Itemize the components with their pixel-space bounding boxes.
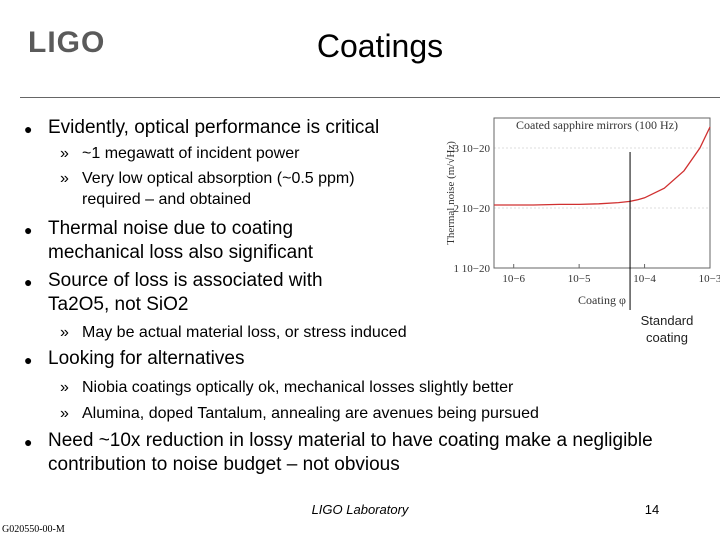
subbullet-text: Niobia coatings optically ok, mechanical… (82, 379, 514, 396)
subbullet-text: Alumina, doped Tantalum, annealing are a… (82, 405, 539, 422)
subbullet-alumina: » Alumina, doped Tantalum, annealing are… (60, 403, 539, 424)
bullet-text: Source of loss is associated with (48, 270, 323, 291)
subbullet-arrow-icon: » (60, 324, 69, 341)
chart-grid (494, 147, 710, 269)
chart-y-ticks: 1 10−20 2 10−20 3 10−20 (454, 143, 491, 275)
chart-y-axis-label: Thermal noise (m/√Hz) (445, 141, 457, 245)
subbullet-stress: » May be actual material loss, or stress… (60, 322, 407, 343)
bullet-dot-icon: ● (24, 352, 33, 368)
bullet-text: Evidently, optical performance is critic… (48, 117, 380, 138)
chart-x-ticks: 10−6 10−5 10−4 10−3 (502, 264, 720, 285)
subbullet-absorption: » Very low optical absorption (~0.5 ppm)… (60, 168, 355, 210)
footer-lab: LIGO Laboratory (311, 502, 409, 517)
bullet-alternatives: ● Looking for alternatives (24, 347, 245, 371)
bullet-loss-source: ● Source of loss is associated with Ta2O… (24, 269, 323, 317)
chart-x-axis-label: Coating φ (578, 293, 626, 307)
subbullet-arrow-icon: » (60, 170, 69, 187)
bullet-text: Need ~10x reduction in lossy material to… (48, 430, 653, 451)
bullet-text-continued: mechanical loss also significant (48, 242, 314, 263)
chart-svg: Coated sapphire mirrors (100 Hz) Thermal… (445, 117, 720, 310)
subbullet-arrow-icon: » (60, 379, 69, 396)
bullet-optical: ● Evidently, optical performance is crit… (24, 116, 380, 140)
bullet-text: Looking for alternatives (48, 348, 245, 369)
chart-frame (493, 117, 711, 269)
subbullet-megawatt: » ~1 megawatt of incident power (60, 143, 300, 164)
subbullet-arrow-icon: » (60, 405, 69, 422)
x-tick-label: 10−4 (633, 273, 656, 285)
chart-series-line (494, 126, 711, 206)
bullet-text-continued: Ta2O5, not SiO2 (48, 294, 189, 315)
subbullet-niobia: » Niobia coatings optically ok, mechanic… (60, 377, 514, 398)
document-id: G020550-00-M (2, 524, 65, 535)
standard-coating-label-line2: coating (646, 330, 688, 345)
x-tick-label: 10−5 (568, 273, 591, 285)
title-divider (20, 97, 720, 98)
standard-coating-label-line1: Standard (640, 313, 694, 328)
y-tick-label: 2 10−20 (454, 203, 491, 215)
subbullet-text: May be actual material loss, or stress i… (82, 324, 407, 341)
bullet-text: Thermal noise due to coating (48, 218, 294, 239)
page-number: 14 (644, 502, 660, 517)
bullet-reduction: ● Need ~10x reduction in lossy material … (24, 429, 653, 477)
x-tick-label: 10−3 (699, 273, 720, 285)
bullet-dot-icon: ● (24, 121, 33, 137)
subbullet-arrow-icon: » (60, 145, 69, 162)
y-tick-label: 3 10−20 (454, 143, 491, 155)
bullet-dot-icon: ● (24, 222, 33, 238)
y-tick-label: 1 10−20 (454, 263, 491, 275)
logo-text: LIGO (28, 26, 106, 59)
bullet-dot-icon: ● (24, 274, 33, 290)
bullet-thermal-noise: ● Thermal noise due to coating mechanica… (24, 217, 314, 265)
thermal-noise-chart: Coated sapphire mirrors (100 Hz) Thermal… (438, 112, 720, 312)
chart-title: Coated sapphire mirrors (100 Hz) (516, 118, 678, 132)
bullet-dot-icon: ● (24, 434, 33, 450)
subbullet-text: ~1 megawatt of incident power (82, 145, 300, 162)
subbullet-text-continued: required – and obtained (82, 191, 252, 208)
ligo-logo: LIGO (28, 26, 105, 60)
subbullet-text: Very low optical absorption (~0.5 ppm) (82, 170, 355, 187)
bullet-text-continued: contribution to noise budget – not obvio… (48, 454, 400, 475)
x-tick-label: 10−6 (502, 273, 525, 285)
slide-title: Coatings (316, 28, 444, 64)
standard-coating-label: Standard coating (628, 312, 706, 346)
